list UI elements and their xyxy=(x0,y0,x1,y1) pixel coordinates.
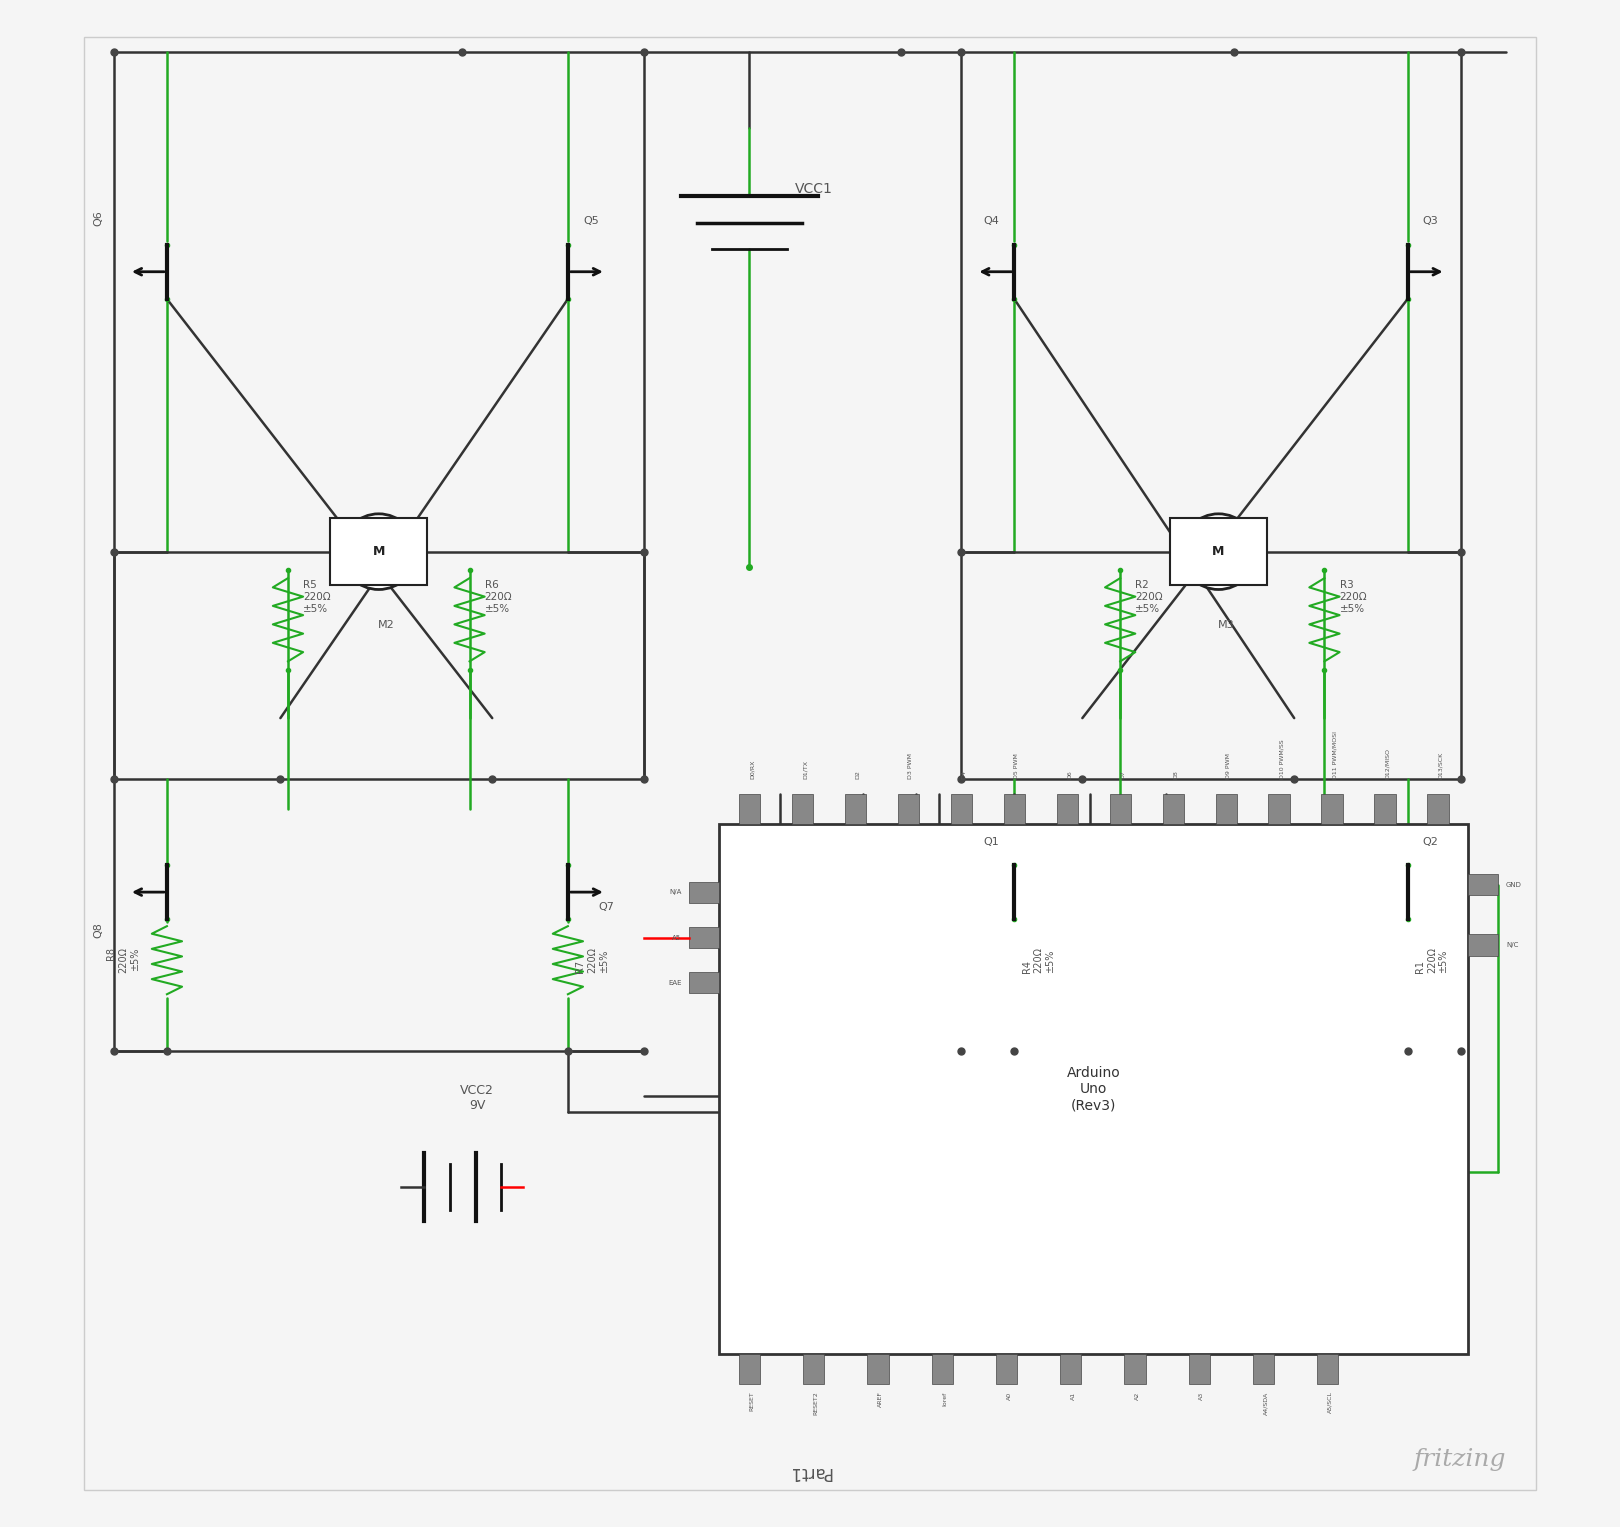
Text: A1: A1 xyxy=(1071,1391,1076,1400)
Circle shape xyxy=(340,515,416,589)
Bar xyxy=(1268,794,1290,825)
Bar xyxy=(1322,794,1343,825)
Bar xyxy=(1252,1353,1273,1383)
Text: R7
220Ω
±5%: R7 220Ω ±5% xyxy=(575,947,609,973)
Bar xyxy=(739,1353,760,1383)
Text: M2: M2 xyxy=(377,620,395,629)
Text: A5: A5 xyxy=(672,935,682,941)
Text: D9 PWM: D9 PWM xyxy=(1226,753,1231,779)
Bar xyxy=(1110,794,1131,825)
Bar xyxy=(1124,1353,1145,1383)
Bar xyxy=(330,518,428,585)
Text: M3: M3 xyxy=(1218,620,1234,629)
Text: D3 PWM: D3 PWM xyxy=(909,753,914,779)
Text: RESET2: RESET2 xyxy=(813,1391,818,1416)
Text: Arduino
Uno
(Rev3): Arduino Uno (Rev3) xyxy=(1068,1066,1121,1112)
Text: D6: D6 xyxy=(1068,770,1072,779)
Text: D11 PWM/MOSI: D11 PWM/MOSI xyxy=(1332,730,1336,779)
Text: D10 PWM/SS: D10 PWM/SS xyxy=(1280,739,1285,779)
Text: Q6: Q6 xyxy=(94,211,104,226)
Text: D8: D8 xyxy=(1173,770,1178,779)
Text: R3
220Ω
±5%: R3 220Ω ±5% xyxy=(1340,580,1367,614)
Text: M: M xyxy=(1212,545,1225,559)
Text: VCC2
9V: VCC2 9V xyxy=(460,1084,494,1112)
Bar xyxy=(688,927,719,948)
Bar xyxy=(688,973,719,994)
Text: fritzing: fritzing xyxy=(1414,1448,1507,1471)
Text: M: M xyxy=(373,545,386,559)
Bar xyxy=(688,881,719,902)
Text: R5
220Ω
±5%: R5 220Ω ±5% xyxy=(303,580,330,614)
Bar xyxy=(1374,794,1395,825)
Text: RESET: RESET xyxy=(750,1391,755,1411)
Text: Ioref: Ioref xyxy=(943,1391,948,1406)
Bar xyxy=(1059,1353,1082,1383)
Text: A5/SCL: A5/SCL xyxy=(1328,1391,1333,1414)
Bar xyxy=(996,1353,1017,1383)
Circle shape xyxy=(1181,515,1257,589)
Bar xyxy=(1004,794,1025,825)
Bar xyxy=(951,794,972,825)
Bar xyxy=(719,825,1468,1353)
Text: D2: D2 xyxy=(855,770,860,779)
Text: R1
220Ω
±5%: R1 220Ω ±5% xyxy=(1416,947,1448,973)
Text: D5 PWM: D5 PWM xyxy=(1014,753,1019,779)
Bar xyxy=(1215,794,1236,825)
Text: D13/SCK: D13/SCK xyxy=(1439,751,1443,779)
Text: EAE: EAE xyxy=(667,980,682,986)
Text: Q1: Q1 xyxy=(983,837,1000,846)
Text: D12/MISO: D12/MISO xyxy=(1385,748,1390,779)
Text: D7: D7 xyxy=(1119,770,1126,779)
Bar xyxy=(1317,1353,1338,1383)
Bar xyxy=(931,1353,953,1383)
Text: A4/SDA: A4/SDA xyxy=(1264,1391,1268,1414)
Text: Part1: Part1 xyxy=(789,1463,831,1481)
Bar xyxy=(1189,1353,1210,1383)
Text: R2
220Ω
±5%: R2 220Ω ±5% xyxy=(1136,580,1163,614)
Text: Q4: Q4 xyxy=(983,217,1000,226)
Text: A3: A3 xyxy=(1199,1391,1204,1400)
Text: A0: A0 xyxy=(1006,1391,1011,1400)
Bar xyxy=(897,794,919,825)
Text: Q7: Q7 xyxy=(598,902,614,912)
Text: R4
220Ω
±5%: R4 220Ω ±5% xyxy=(1022,947,1055,973)
Text: N/C: N/C xyxy=(1507,942,1518,948)
Text: N/A: N/A xyxy=(669,889,682,895)
Bar xyxy=(867,1353,889,1383)
Bar xyxy=(1468,873,1498,895)
Bar xyxy=(1468,935,1498,956)
Text: Q8: Q8 xyxy=(94,922,104,938)
Text: Q5: Q5 xyxy=(583,217,599,226)
Text: D1/TX: D1/TX xyxy=(802,759,807,779)
Text: A2: A2 xyxy=(1136,1391,1140,1400)
Text: VCC1: VCC1 xyxy=(795,182,833,195)
Text: Q2: Q2 xyxy=(1422,837,1439,846)
Text: D0/RX: D0/RX xyxy=(750,759,755,779)
Bar xyxy=(1170,518,1267,585)
Bar xyxy=(844,794,867,825)
Text: AREF: AREF xyxy=(878,1391,883,1408)
Bar xyxy=(1427,794,1448,825)
Text: R8
220Ω
±5%: R8 220Ω ±5% xyxy=(107,947,139,973)
Text: D4: D4 xyxy=(961,770,966,779)
Bar xyxy=(739,794,760,825)
Bar xyxy=(804,1353,825,1383)
Bar xyxy=(1163,794,1184,825)
Text: GND: GND xyxy=(1507,881,1521,887)
Text: R6
220Ω
±5%: R6 220Ω ±5% xyxy=(484,580,512,614)
Bar xyxy=(1056,794,1077,825)
Text: Q3: Q3 xyxy=(1422,217,1439,226)
Bar xyxy=(792,794,813,825)
